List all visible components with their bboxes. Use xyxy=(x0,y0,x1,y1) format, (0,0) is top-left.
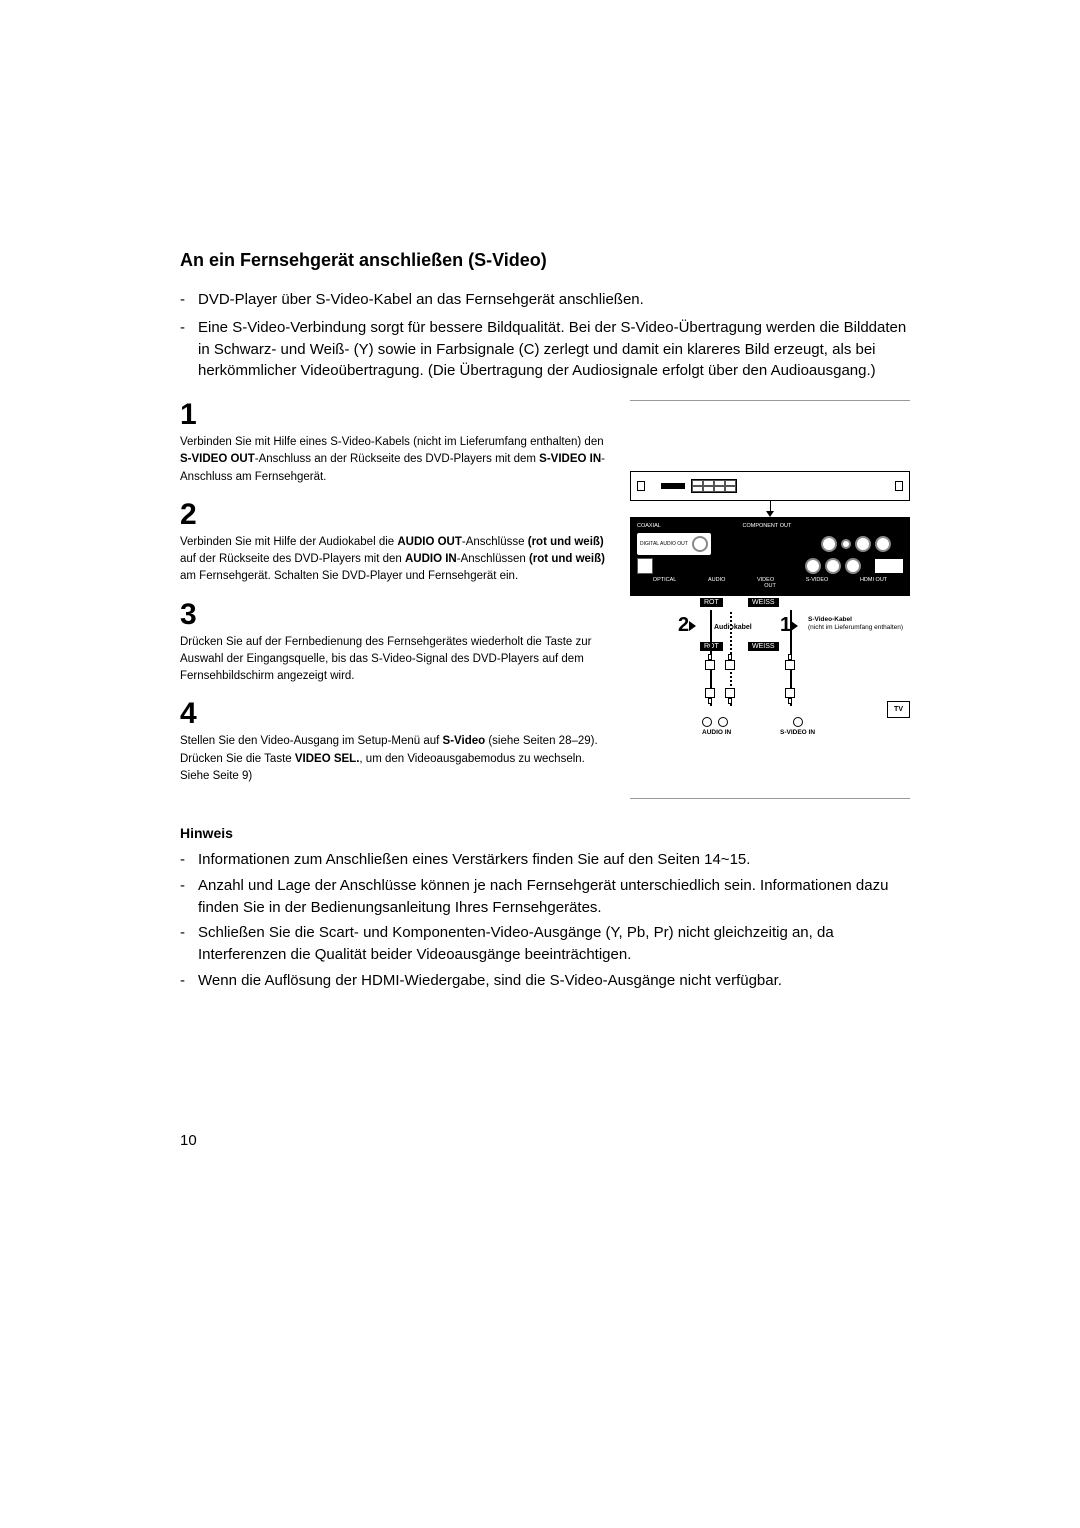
step-text: Stellen Sie den Video-Ausgang im Setup-M… xyxy=(180,733,606,785)
step: 1 Verbinden Sie mit Hilfe eines S-Video-… xyxy=(180,400,606,486)
weiss-label: WEISS xyxy=(748,642,779,651)
plug-icon xyxy=(785,654,795,668)
back-panel: COAXIAL COMPONENT OUT DIGITAL AUDIO OUT xyxy=(630,517,910,596)
page-title: An ein Fernsehgerät anschließen (S-Video… xyxy=(180,250,910,271)
weiss-label: WEISS xyxy=(748,598,779,607)
svideo-label: S-VIDEO xyxy=(806,577,829,583)
page-number: 10 xyxy=(180,1132,197,1149)
notes-list: -Informationen zum Anschließen eines Ver… xyxy=(180,849,910,992)
audio-label: AUDIO xyxy=(708,577,725,583)
coaxial-label: COAXIAL xyxy=(637,523,661,529)
port-icon xyxy=(821,536,837,552)
rot-label: ROT xyxy=(700,598,723,607)
step-number: 1 xyxy=(180,400,606,430)
audiokabel-label: Audiokabel xyxy=(714,624,752,631)
svideo-cable-note: S-Video-Kabel (nicht im Lieferumfang ent… xyxy=(808,616,903,632)
port-icon xyxy=(825,558,841,574)
port-icon xyxy=(875,536,891,552)
port-icon xyxy=(718,717,728,727)
plug-icon xyxy=(785,688,795,702)
steps-column: 1 Verbinden Sie mit Hilfe eines S-Video-… xyxy=(180,400,606,799)
step-number: 4 xyxy=(180,699,606,729)
optical-label: OPTICAL xyxy=(653,577,677,583)
step-number: 3 xyxy=(180,600,606,630)
svideo-in-port: S-VIDEO IN xyxy=(780,717,815,736)
note-item: -Anzahl und Lage der Anschlüsse können j… xyxy=(180,875,910,919)
note-item: -Wenn die Auflösung der HDMI-Wiedergabe,… xyxy=(180,970,910,992)
note-item: -Informationen zum Anschließen eines Ver… xyxy=(180,849,910,871)
port-icon xyxy=(855,536,871,552)
intro-text: Eine S-Video-Verbindung sorgt für besser… xyxy=(198,317,910,382)
audio-in-port: AUDIO IN xyxy=(702,717,731,736)
note-heading: Hinweis xyxy=(180,825,910,841)
step: 4 Stellen Sie den Video-Ausgang im Setup… xyxy=(180,699,606,785)
note-item: -Schließen Sie die Scart- und Komponente… xyxy=(180,922,910,966)
digital-audio-label: DIGITAL AUDIO OUT xyxy=(640,542,688,547)
intro-list: - DVD-Player über S-Video-Kabel an das F… xyxy=(180,289,910,382)
plug-icon xyxy=(705,688,715,702)
step-text: Verbinden Sie mit Hilfe der Audiokabel d… xyxy=(180,534,606,586)
arrow-right-icon xyxy=(689,621,696,631)
port-icon xyxy=(793,717,803,727)
page-content: An ein Fernsehgerät anschließen (S-Video… xyxy=(180,250,910,996)
plug-icon xyxy=(725,688,735,702)
plug-icon xyxy=(725,654,735,668)
port-icon xyxy=(845,558,861,574)
port-icon xyxy=(805,558,821,574)
step: 3 Drücken Sie auf der Fernbedienung des … xyxy=(180,600,606,686)
intro-item: - Eine S-Video-Verbindung sorgt für bess… xyxy=(180,317,910,382)
component-label: COMPONENT OUT xyxy=(740,522,795,530)
tv-box: TV xyxy=(887,701,910,718)
svideo-in-label: S-VIDEO IN xyxy=(780,729,815,736)
port-icon xyxy=(702,717,712,727)
device-top-icon xyxy=(630,471,910,501)
callout-2: 2 xyxy=(678,614,696,637)
step-text: Drücken Sie auf der Fernbedienung des Fe… xyxy=(180,634,606,686)
audio-in-label: AUDIO IN xyxy=(702,729,731,736)
hdmi-label: HDMI OUT xyxy=(860,577,887,583)
arrow-right-icon xyxy=(791,621,798,631)
connection-diagram: COAXIAL COMPONENT OUT DIGITAL AUDIO OUT xyxy=(630,400,910,799)
step-number: 2 xyxy=(180,500,606,530)
step: 2 Verbinden Sie mit Hilfe der Audiokabel… xyxy=(180,500,606,586)
cable-area: ROT WEISS 2 Audiokabel 1 S-Video-Kabel (… xyxy=(630,596,910,736)
hdmi-port-icon xyxy=(875,559,903,573)
intro-text: DVD-Player über S-Video-Kabel an das Fer… xyxy=(198,289,910,311)
out-label: OUT xyxy=(637,583,903,589)
arrow-down-icon xyxy=(630,501,910,517)
optical-port-icon xyxy=(637,558,653,574)
port-icon xyxy=(692,536,708,552)
intro-item: - DVD-Player über S-Video-Kabel an das F… xyxy=(180,289,910,311)
plug-icon xyxy=(705,654,715,668)
step-text: Verbinden Sie mit Hilfe eines S-Video-Ka… xyxy=(180,434,606,486)
content-row: 1 Verbinden Sie mit Hilfe eines S-Video-… xyxy=(180,400,910,799)
port-icon xyxy=(841,539,851,549)
